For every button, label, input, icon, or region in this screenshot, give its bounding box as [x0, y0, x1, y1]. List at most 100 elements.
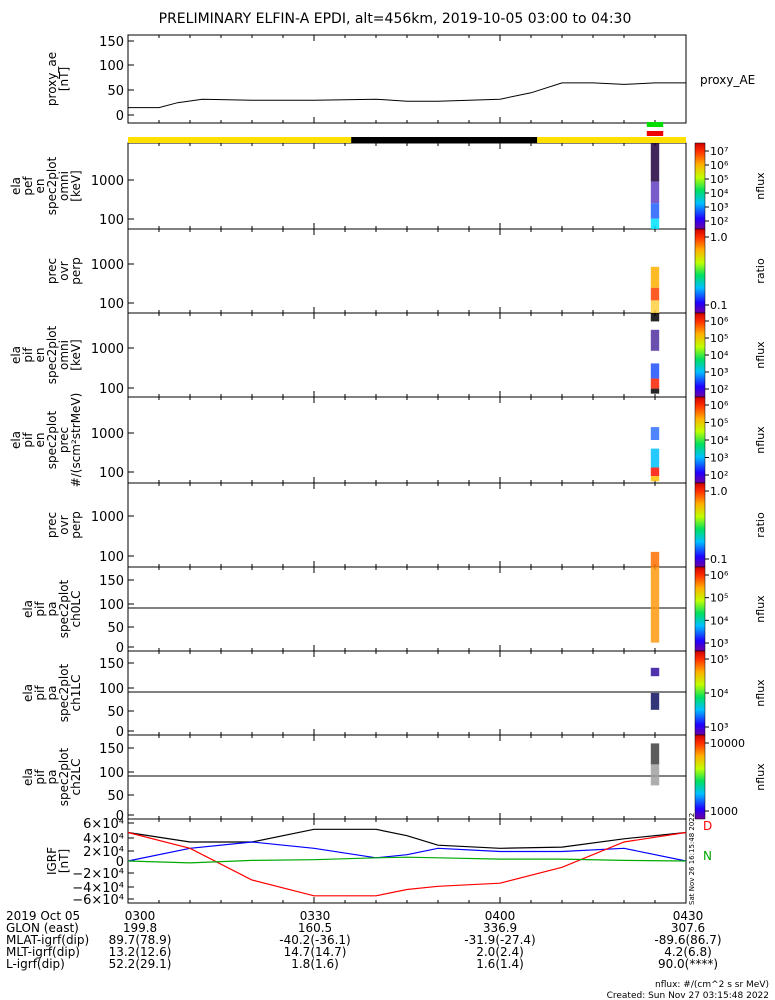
- y-tick-label: 100: [99, 213, 124, 228]
- y-axis-label: pa: [45, 686, 59, 701]
- colorbar-label: nflux: [754, 595, 767, 623]
- colorbar-label: nflux: [754, 763, 767, 791]
- panel-frame: [127, 734, 687, 820]
- colorbar-tick-label: 10⁶: [710, 399, 729, 412]
- orbit-row-value: -40.2(-36.1): [279, 933, 350, 947]
- colorbar-tick-label: 0.1: [710, 299, 728, 312]
- y-axis-label: proxy_ae: [45, 52, 59, 106]
- orbit-row-value: 89.7(78.9): [109, 933, 172, 947]
- y-axis-label: prec: [57, 427, 71, 453]
- colorbar: 10⁶ 10⁵ 10⁴ 10³ 10² nflux: [694, 312, 767, 398]
- orbit-row-label: 2019 Oct 05: [6, 909, 80, 923]
- y-tick-label: 100: [99, 382, 124, 397]
- y-axis-label: [keV]: [69, 339, 83, 370]
- y-axis-label: pa: [45, 602, 59, 617]
- footer-units: nflux: #/(cm^2 s sr MeV): [655, 980, 769, 990]
- spectrogram-block: [650, 743, 660, 765]
- colorbar-label: ratio: [754, 258, 767, 284]
- y-tick-label: 0: [116, 809, 124, 824]
- y-axis-label: ela: [21, 684, 35, 702]
- colorbar: 1.0 0.1 ratio: [694, 482, 767, 568]
- y-tick-label: 50: [107, 705, 124, 720]
- colorbar-strip: [694, 734, 706, 820]
- orbit-row-value: 0300: [125, 909, 156, 923]
- y-tick-label: 0: [116, 641, 124, 656]
- colorbar-tick-label: 10⁷: [710, 145, 728, 158]
- spectrogram-block: [650, 287, 660, 301]
- colorbar-tick-label: 1.0: [710, 485, 728, 498]
- orbit-row-value: -31.9(-27.4): [464, 933, 535, 947]
- overlays: [127, 82, 687, 897]
- spectrogram-block: [650, 693, 660, 710]
- proxy-ae-line: [128, 82, 686, 109]
- orbit-bar-segment: [537, 137, 686, 143]
- orbit-row-value: 160.5: [298, 921, 332, 935]
- y-axis-label: en: [33, 179, 47, 194]
- y-tick-label: 150: [99, 574, 124, 589]
- y-axis-label: prec: [45, 258, 59, 284]
- orbit-row-value: 2.0(2.4): [476, 945, 524, 959]
- y-tick-label: 4×10⁴: [83, 832, 124, 847]
- colorbars: 10⁷10⁶10⁵10⁴10³10²nflux1.00.1ratio10⁶10⁵…: [694, 142, 767, 820]
- spectrogram-block: [650, 378, 660, 389]
- orbit-row-value: 336.9: [483, 921, 517, 935]
- colorbar: 10⁶ 10⁵ 10⁴ 10³ 10² nflux: [694, 396, 767, 484]
- panel-frame: [127, 312, 687, 398]
- orbit-row-label: MLT-igrf(dip): [6, 945, 80, 959]
- colorbar-tick-label: 10⁵: [710, 592, 728, 605]
- y-axis-label: ela: [21, 768, 35, 786]
- spectrogram-block: [650, 218, 660, 229]
- y-axis-label: en: [33, 348, 47, 363]
- y-axis-label: ch2LC: [69, 759, 83, 796]
- orbit-table: 2019 Oct 05 0300 0330 0400 0430 GLON (east) 19…: [6, 909, 722, 971]
- colorbar-strip: [694, 142, 706, 230]
- panel-frame: [127, 482, 687, 568]
- colorbar-tick-label: 0.1: [710, 553, 728, 566]
- igrf-line-d: [127, 831, 687, 897]
- y-tick-label: −2×10⁴: [72, 867, 124, 882]
- y-axis-label: [nT]: [57, 849, 71, 873]
- y-axis-label: pa: [45, 770, 59, 785]
- spectrogram-block: [650, 388, 660, 394]
- orbit-row-value: 52.2(29.1): [109, 957, 172, 971]
- y-axis-label: pif: [21, 432, 35, 448]
- y-axis-label: [nT]: [57, 67, 71, 91]
- spectrogram-block: [650, 764, 660, 786]
- orbit-row-value: 13.2(12.6): [109, 945, 172, 959]
- y-tick-label: 1000: [91, 258, 124, 273]
- colorbar: 10⁶ 10⁵ 10⁴ 10³ nflux: [694, 566, 767, 652]
- plot-title: PRELIMINARY ELFIN-A EPDI, alt=456km, 201…: [159, 11, 632, 27]
- y-axis-label: pif: [33, 685, 47, 701]
- y-tick-label: −4×10⁴: [72, 881, 124, 896]
- colorbar-tick-label: 10²: [710, 215, 728, 228]
- y-axis-label: ela: [21, 600, 35, 618]
- y-axis-label: ch1LC: [69, 675, 83, 712]
- colorbar: 10000 1000 nflux: [694, 734, 767, 820]
- colorbar-tick-label: 10⁴: [710, 349, 729, 362]
- footer-created: Created: Sun Nov 27 03:15:48 2022: [607, 991, 769, 1000]
- igrf-legend-n: N: [703, 849, 712, 863]
- spectrogram-block: [650, 203, 660, 219]
- orbit-bar-segment: [128, 137, 352, 143]
- y-axis-label: omni: [57, 340, 71, 370]
- spectrogram-block: [650, 476, 660, 482]
- y-tick-label: 1000: [91, 174, 124, 189]
- colorbar-strip: [694, 650, 706, 736]
- y-tick-label: 100: [99, 466, 124, 481]
- y-tick-label: 50: [107, 621, 124, 636]
- igrf-line-e: [127, 856, 687, 864]
- y-tick-label: −6×10⁴: [72, 893, 124, 908]
- colorbar-tick-label: 1.0: [710, 231, 728, 244]
- colorbar-tick-label: 10000: [710, 737, 745, 750]
- colorbar-tick-label: 10⁴: [710, 614, 729, 627]
- spectrogram-block: [650, 551, 660, 567]
- panel-frame: [127, 142, 687, 230]
- science-zone-bar: [646, 131, 664, 136]
- colorbar-label: nflux: [754, 679, 767, 707]
- y-axis-label: spec2plot: [57, 747, 71, 806]
